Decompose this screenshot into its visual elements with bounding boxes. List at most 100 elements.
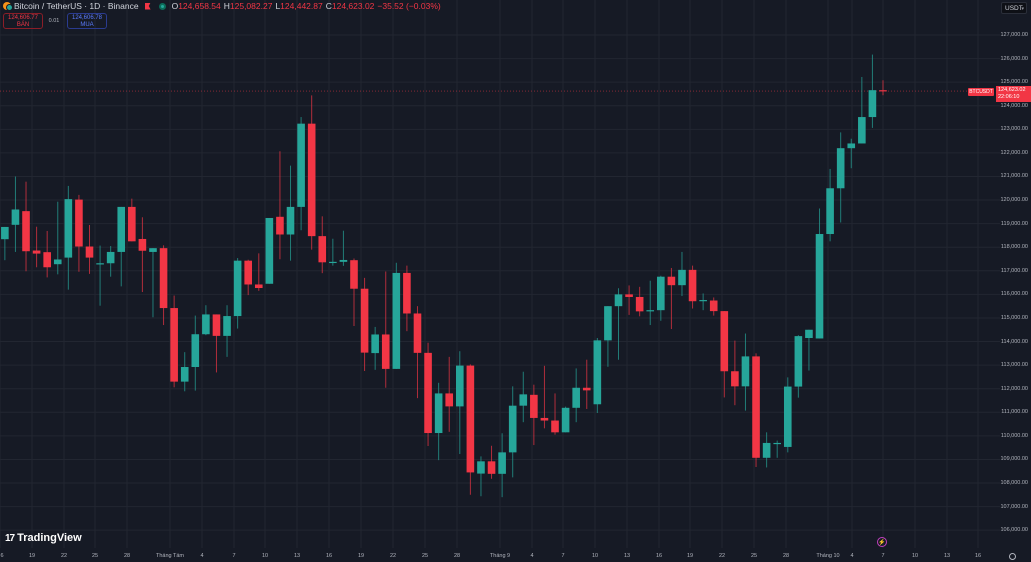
candle-body[interactable] (53, 259, 62, 265)
candle-body[interactable] (85, 246, 94, 258)
tradingview-logo[interactable]: 17 TradingView (5, 532, 82, 544)
candle-body[interactable] (540, 417, 549, 421)
candle-body[interactable] (403, 272, 411, 314)
buy-button[interactable]: 124,606.78 MUA (67, 13, 107, 29)
candle-body[interactable] (360, 288, 369, 353)
candle-body[interactable] (434, 393, 443, 434)
candle-body[interactable] (32, 250, 41, 254)
candle-body[interactable] (424, 352, 432, 434)
price-tick-label: 109,000.00 (1000, 456, 1028, 463)
price-tick-label: 110,000.00 (1000, 432, 1028, 439)
candle-body[interactable] (22, 211, 30, 252)
candle-body[interactable] (657, 276, 665, 311)
candle-body[interactable] (572, 387, 580, 408)
price-tick-label: 127,000.00 (1000, 32, 1028, 38)
currency-selector[interactable]: USDT (1001, 2, 1027, 15)
candle-body[interactable] (762, 442, 771, 458)
candle-body[interactable] (625, 294, 633, 297)
candle-body[interactable] (699, 300, 707, 302)
candle-body[interactable] (244, 260, 252, 285)
candle-body[interactable] (720, 311, 729, 372)
candle-body[interactable] (149, 248, 157, 252)
candle-body[interactable] (847, 143, 856, 149)
candle-body[interactable] (223, 316, 231, 336)
settings-gear-icon[interactable] (1009, 553, 1016, 560)
candle-body[interactable] (773, 442, 781, 445)
sell-button[interactable]: 124,606.77 BÁN (3, 13, 43, 29)
candle-body[interactable] (75, 199, 83, 247)
candle-body[interactable] (635, 296, 644, 312)
candle-body[interactable] (329, 261, 337, 264)
candle-body[interactable] (64, 199, 73, 258)
candle-body[interactable] (180, 367, 189, 382)
candle-body[interactable] (106, 251, 115, 264)
candle-body[interactable] (815, 234, 824, 339)
candle-body[interactable] (128, 206, 136, 242)
flag-icon[interactable] (144, 2, 151, 10)
candle-body[interactable] (96, 263, 104, 265)
candle-body[interactable] (508, 405, 517, 453)
candle-body[interactable] (667, 276, 676, 286)
candle-body[interactable] (678, 269, 686, 286)
candle-body[interactable] (286, 206, 295, 235)
candle-body[interactable] (646, 310, 655, 312)
candle-body[interactable] (254, 284, 263, 289)
candle-body[interactable] (371, 334, 379, 354)
candle-body[interactable] (202, 314, 210, 335)
symbol-title[interactable]: Bitcoin / TetherUS · 1D · Binance (14, 1, 139, 11)
candle-body[interactable] (265, 217, 274, 284)
candle-body[interactable] (350, 260, 358, 289)
candle-body[interactable] (614, 294, 623, 307)
candle-body[interactable] (381, 334, 390, 369)
candle-body[interactable] (117, 206, 126, 252)
candle-body[interactable] (297, 123, 305, 207)
candle-body[interactable] (519, 394, 528, 406)
candle-body[interactable] (836, 148, 845, 189)
candle-body[interactable] (826, 188, 834, 235)
candle-body[interactable] (276, 216, 284, 235)
candle-body[interactable] (868, 90, 877, 118)
candle-body[interactable] (191, 334, 200, 368)
candle-body[interactable] (582, 387, 591, 391)
lightning-event-icon[interactable]: ⚡ (877, 537, 887, 547)
candle-body[interactable] (212, 314, 221, 336)
candle-body[interactable] (794, 336, 803, 387)
candle-body[interactable] (741, 356, 750, 387)
candle-body[interactable] (11, 209, 20, 225)
candle-body[interactable] (604, 306, 612, 341)
candle-body[interactable] (593, 340, 602, 405)
price-tick-label: 114,000.00 (1000, 338, 1028, 345)
price-tick-label: 113,000.00 (1000, 362, 1028, 369)
candle-body[interactable] (445, 393, 454, 407)
candle-body[interactable] (551, 420, 559, 433)
candle-body[interactable] (233, 260, 242, 317)
candle-body[interactable] (43, 252, 51, 268)
candle-body[interactable] (858, 117, 866, 144)
candle-body[interactable] (783, 386, 792, 447)
candle-body[interactable] (709, 300, 718, 312)
candle-body[interactable] (318, 236, 327, 263)
candle-body[interactable] (307, 123, 316, 237)
candle-body[interactable] (487, 461, 496, 474)
candle-body[interactable] (561, 407, 570, 433)
high-label: H (223, 1, 230, 11)
candle-body[interactable] (805, 329, 813, 339)
candle-body[interactable] (170, 308, 178, 382)
candle-body[interactable] (530, 394, 538, 418)
candle-body[interactable] (138, 238, 147, 251)
candle-body[interactable] (466, 365, 475, 473)
candle-body[interactable] (456, 365, 464, 407)
candle-body[interactable] (159, 248, 168, 309)
candle-body[interactable] (1, 226, 9, 240)
candle-body[interactable] (413, 313, 422, 353)
candle-body[interactable] (879, 90, 887, 92)
candle-body[interactable] (339, 259, 348, 262)
candle-body[interactable] (731, 371, 739, 387)
candle-body[interactable] (752, 356, 760, 458)
candle-body[interactable] (392, 272, 401, 369)
candle-body[interactable] (477, 461, 485, 474)
candle-body[interactable] (688, 269, 697, 302)
candle-body[interactable] (498, 452, 506, 474)
